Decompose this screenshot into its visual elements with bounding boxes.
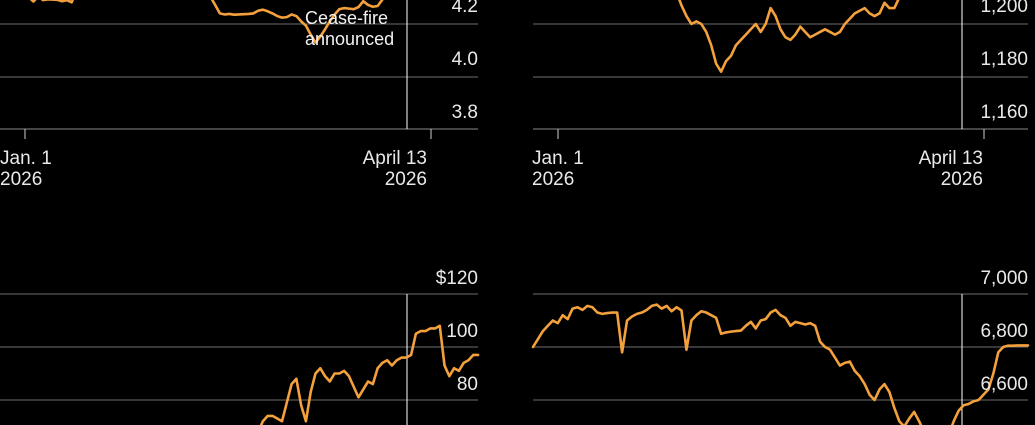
- y-tick-bottom-left-1: 100: [446, 321, 478, 342]
- gridlines-top-left: [0, 23, 478, 78]
- chart-svg-bottom-left: [0, 293, 480, 425]
- x-label-end-top-right: April 13 2026: [919, 148, 983, 191]
- x-label-start-top-right: Jan. 1 2026: [532, 148, 584, 191]
- panel-top-right: 1,200 1,180 1,160 Jan. 1 2026 April 13 2…: [520, 0, 1035, 210]
- y-tick-bottom-right-0: 7,000: [980, 268, 1028, 289]
- chart-svg-top-left: [0, 0, 478, 139]
- gridlines-top-right: [533, 23, 1028, 78]
- gridlines-bottom-left: [0, 293, 478, 401]
- y-tick-bottom-right-2: 6,600: [980, 374, 1028, 395]
- series-line-bottom-right: [531, 303, 1030, 425]
- y-tick-bottom-right-1: 6,800: [980, 321, 1028, 342]
- annotation-cease-fire: Cease-fire announced: [305, 8, 394, 50]
- y-tick-top-left-0: 4.2: [451, 0, 478, 17]
- gridlines-bottom-right: [533, 293, 1028, 401]
- plot-bottom-right: [531, 264, 1030, 425]
- x-label-end-top-left: April 13 2026: [363, 148, 427, 191]
- series-line-bottom-left: [259, 324, 480, 425]
- panel-top-left: 4.2 4.0 3.8 Cease-fire announced Jan. 1 …: [0, 0, 520, 210]
- chart-svg-bottom-right: [531, 293, 1030, 425]
- annotation-line-2: announced: [305, 29, 395, 50]
- x-label-end-line2: 2026: [384, 169, 427, 191]
- x-label-start-line1: Jan. 1: [532, 148, 584, 169]
- x-label-end-line1: April 13: [362, 148, 427, 169]
- chart-svg-top-right: [533, 0, 1028, 139]
- x-label-start-line2: 2026: [532, 169, 575, 191]
- x-label-start-line2: 2026: [0, 169, 43, 191]
- plot-bottom-left: [0, 264, 480, 425]
- x-label-end-line1: April 13: [918, 148, 983, 169]
- x-label-end-line2: 2026: [940, 169, 983, 191]
- series-line-top-left: [29, 0, 384, 44]
- y-tick-top-right-1: 1,180: [980, 49, 1028, 70]
- panel-bottom-left: WTI oil $120 100 80: [0, 210, 520, 425]
- annotation-line-1: Cease-fire: [305, 8, 389, 28]
- plot-top-right: [533, 0, 1028, 139]
- x-label-start-top-left: Jan. 1 2026: [0, 148, 52, 191]
- plot-top-left: [0, 0, 478, 139]
- panel-bottom-right: S&P 500 7,000 6,800 6,600: [520, 210, 1035, 425]
- x-label-start-line1: Jan. 1: [0, 148, 52, 169]
- y-tick-bottom-left-2: 80: [456, 374, 478, 395]
- series-line-top-right: [678, 0, 900, 73]
- y-tick-top-left-2: 3.8: [451, 102, 478, 123]
- y-tick-bottom-left-0: $120: [435, 268, 478, 289]
- y-tick-top-right-2: 1,160: [980, 102, 1028, 123]
- y-tick-top-right-0: 1,200: [980, 0, 1028, 17]
- y-tick-top-left-1: 4.0: [451, 49, 478, 70]
